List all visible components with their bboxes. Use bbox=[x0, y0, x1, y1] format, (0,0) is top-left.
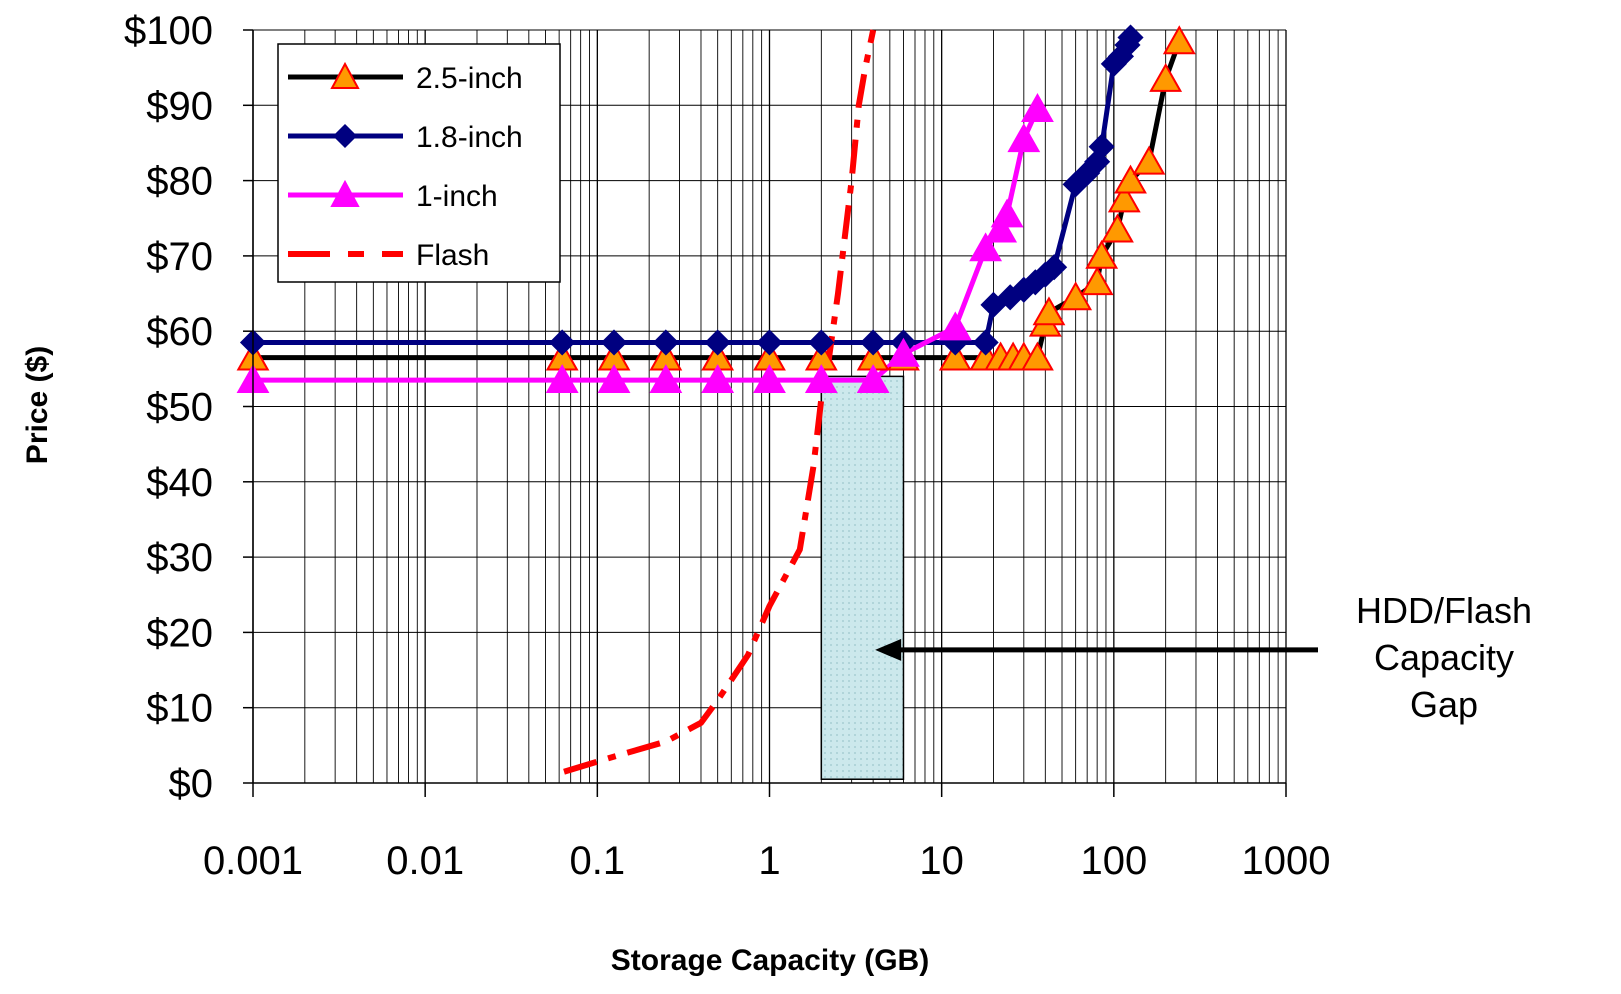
data-point-1-inch bbox=[1007, 123, 1041, 153]
data-point-1-8-inch bbox=[600, 329, 628, 356]
y-tick-label: $90 bbox=[146, 84, 213, 128]
y-tick-label: $60 bbox=[146, 310, 213, 354]
annotation-label-line: HDD/Flash bbox=[1356, 590, 1532, 631]
x-tick-label: 0.001 bbox=[203, 839, 303, 883]
y-tick-label: $40 bbox=[146, 461, 213, 505]
data-point-1-8-inch bbox=[704, 329, 731, 356]
legend-label: 2.5-inch bbox=[416, 62, 523, 95]
annotation-label-line: Gap bbox=[1410, 684, 1478, 725]
x-tick-label: 0.1 bbox=[570, 839, 626, 883]
data-point-1-8-inch bbox=[756, 329, 783, 356]
y-tick-label: $20 bbox=[146, 611, 213, 655]
capacity-gap-region bbox=[820, 375, 905, 780]
data-point-1-inch bbox=[1021, 93, 1054, 122]
annotation-layer: HDD/Flash Capacity Gap bbox=[875, 590, 1532, 725]
x-tick-label: 0.01 bbox=[386, 839, 464, 883]
marker-layer bbox=[236, 24, 1196, 394]
legend: 2.5-inch 1.8-inch 1-inch Flash bbox=[277, 43, 561, 283]
y-axis-title: Price ($) bbox=[21, 346, 54, 464]
y-tick-label: $70 bbox=[146, 235, 213, 279]
data-point-1-inch bbox=[887, 337, 920, 367]
data-point-2-5-inch bbox=[1114, 164, 1147, 194]
data-point-1-8-inch bbox=[652, 329, 679, 356]
data-point-1-8-inch bbox=[1041, 254, 1068, 281]
data-point-1-8-inch bbox=[1117, 24, 1144, 51]
x-tick-label: 1 bbox=[758, 839, 780, 883]
y-tick-label: $100 bbox=[124, 9, 213, 53]
data-point-1-inch bbox=[649, 364, 683, 394]
x-tick-label: 100 bbox=[1080, 839, 1147, 883]
data-point-2-5-inch bbox=[1059, 281, 1093, 311]
legend-label: Flash bbox=[416, 239, 489, 272]
data-point-1-inch bbox=[856, 364, 890, 394]
y-tick-label: $50 bbox=[146, 386, 213, 430]
axes: 0.001 0.01 0.1 1 10 100 1000 $0 $10 $20 $30 $40 $50 $… bbox=[124, 9, 1330, 883]
capacity-gap-region-layer bbox=[820, 375, 905, 780]
data-point-1-inch bbox=[990, 198, 1024, 228]
legend-marker-diamond bbox=[332, 123, 358, 149]
series-line-flash bbox=[563, 29, 877, 775]
annotation-label-line: Capacity bbox=[1374, 637, 1514, 678]
data-point-2-5-inch bbox=[938, 341, 972, 371]
data-point-1-inch bbox=[701, 364, 735, 394]
x-tick-label: 10 bbox=[919, 839, 964, 883]
legend-label: 1-inch bbox=[416, 180, 498, 213]
data-point-1-inch bbox=[969, 232, 1003, 262]
data-point-1-inch bbox=[545, 364, 579, 394]
data-point-1-inch bbox=[938, 311, 972, 341]
data-point-2-5-inch bbox=[1101, 213, 1134, 243]
data-point-2-5-inch bbox=[1149, 62, 1183, 92]
data-point-1-8-inch bbox=[860, 329, 887, 356]
y-tick-label: $30 bbox=[146, 536, 213, 580]
data-point-2-5-inch bbox=[1162, 25, 1196, 55]
data-point-2-5-inch bbox=[1107, 183, 1141, 213]
y-tick-label: $0 bbox=[169, 762, 214, 806]
data-point-2-5-inch bbox=[1032, 296, 1066, 326]
data-point-1-inch bbox=[984, 213, 1018, 243]
data-point-2-5-inch bbox=[1085, 239, 1119, 269]
data-point-1-8-inch bbox=[972, 329, 999, 356]
legend-marker-triangle bbox=[330, 179, 360, 207]
legend-box bbox=[277, 43, 561, 283]
data-point-2-5-inch bbox=[1132, 145, 1166, 175]
x-axis-title: Storage Capacity (GB) bbox=[611, 944, 929, 977]
y-tick-label: $80 bbox=[146, 160, 213, 204]
annotation-arrow-head bbox=[875, 638, 902, 661]
data-point-2-5-inch bbox=[1080, 266, 1114, 296]
legend-label: 1.8-inch bbox=[416, 121, 523, 154]
y-tick-label: $10 bbox=[146, 687, 213, 731]
data-point-1-inch bbox=[597, 364, 631, 394]
data-point-1-inch bbox=[804, 364, 838, 394]
data-point-2-5-inch bbox=[1021, 341, 1054, 371]
data-point-1-8-inch bbox=[808, 329, 835, 356]
data-point-1-inch bbox=[753, 364, 786, 394]
x-tick-label: 1000 bbox=[1242, 839, 1331, 883]
legend-marker-triangle bbox=[330, 61, 360, 89]
data-point-1-8-inch bbox=[549, 329, 576, 356]
data-point-1-8-inch bbox=[1088, 133, 1115, 160]
